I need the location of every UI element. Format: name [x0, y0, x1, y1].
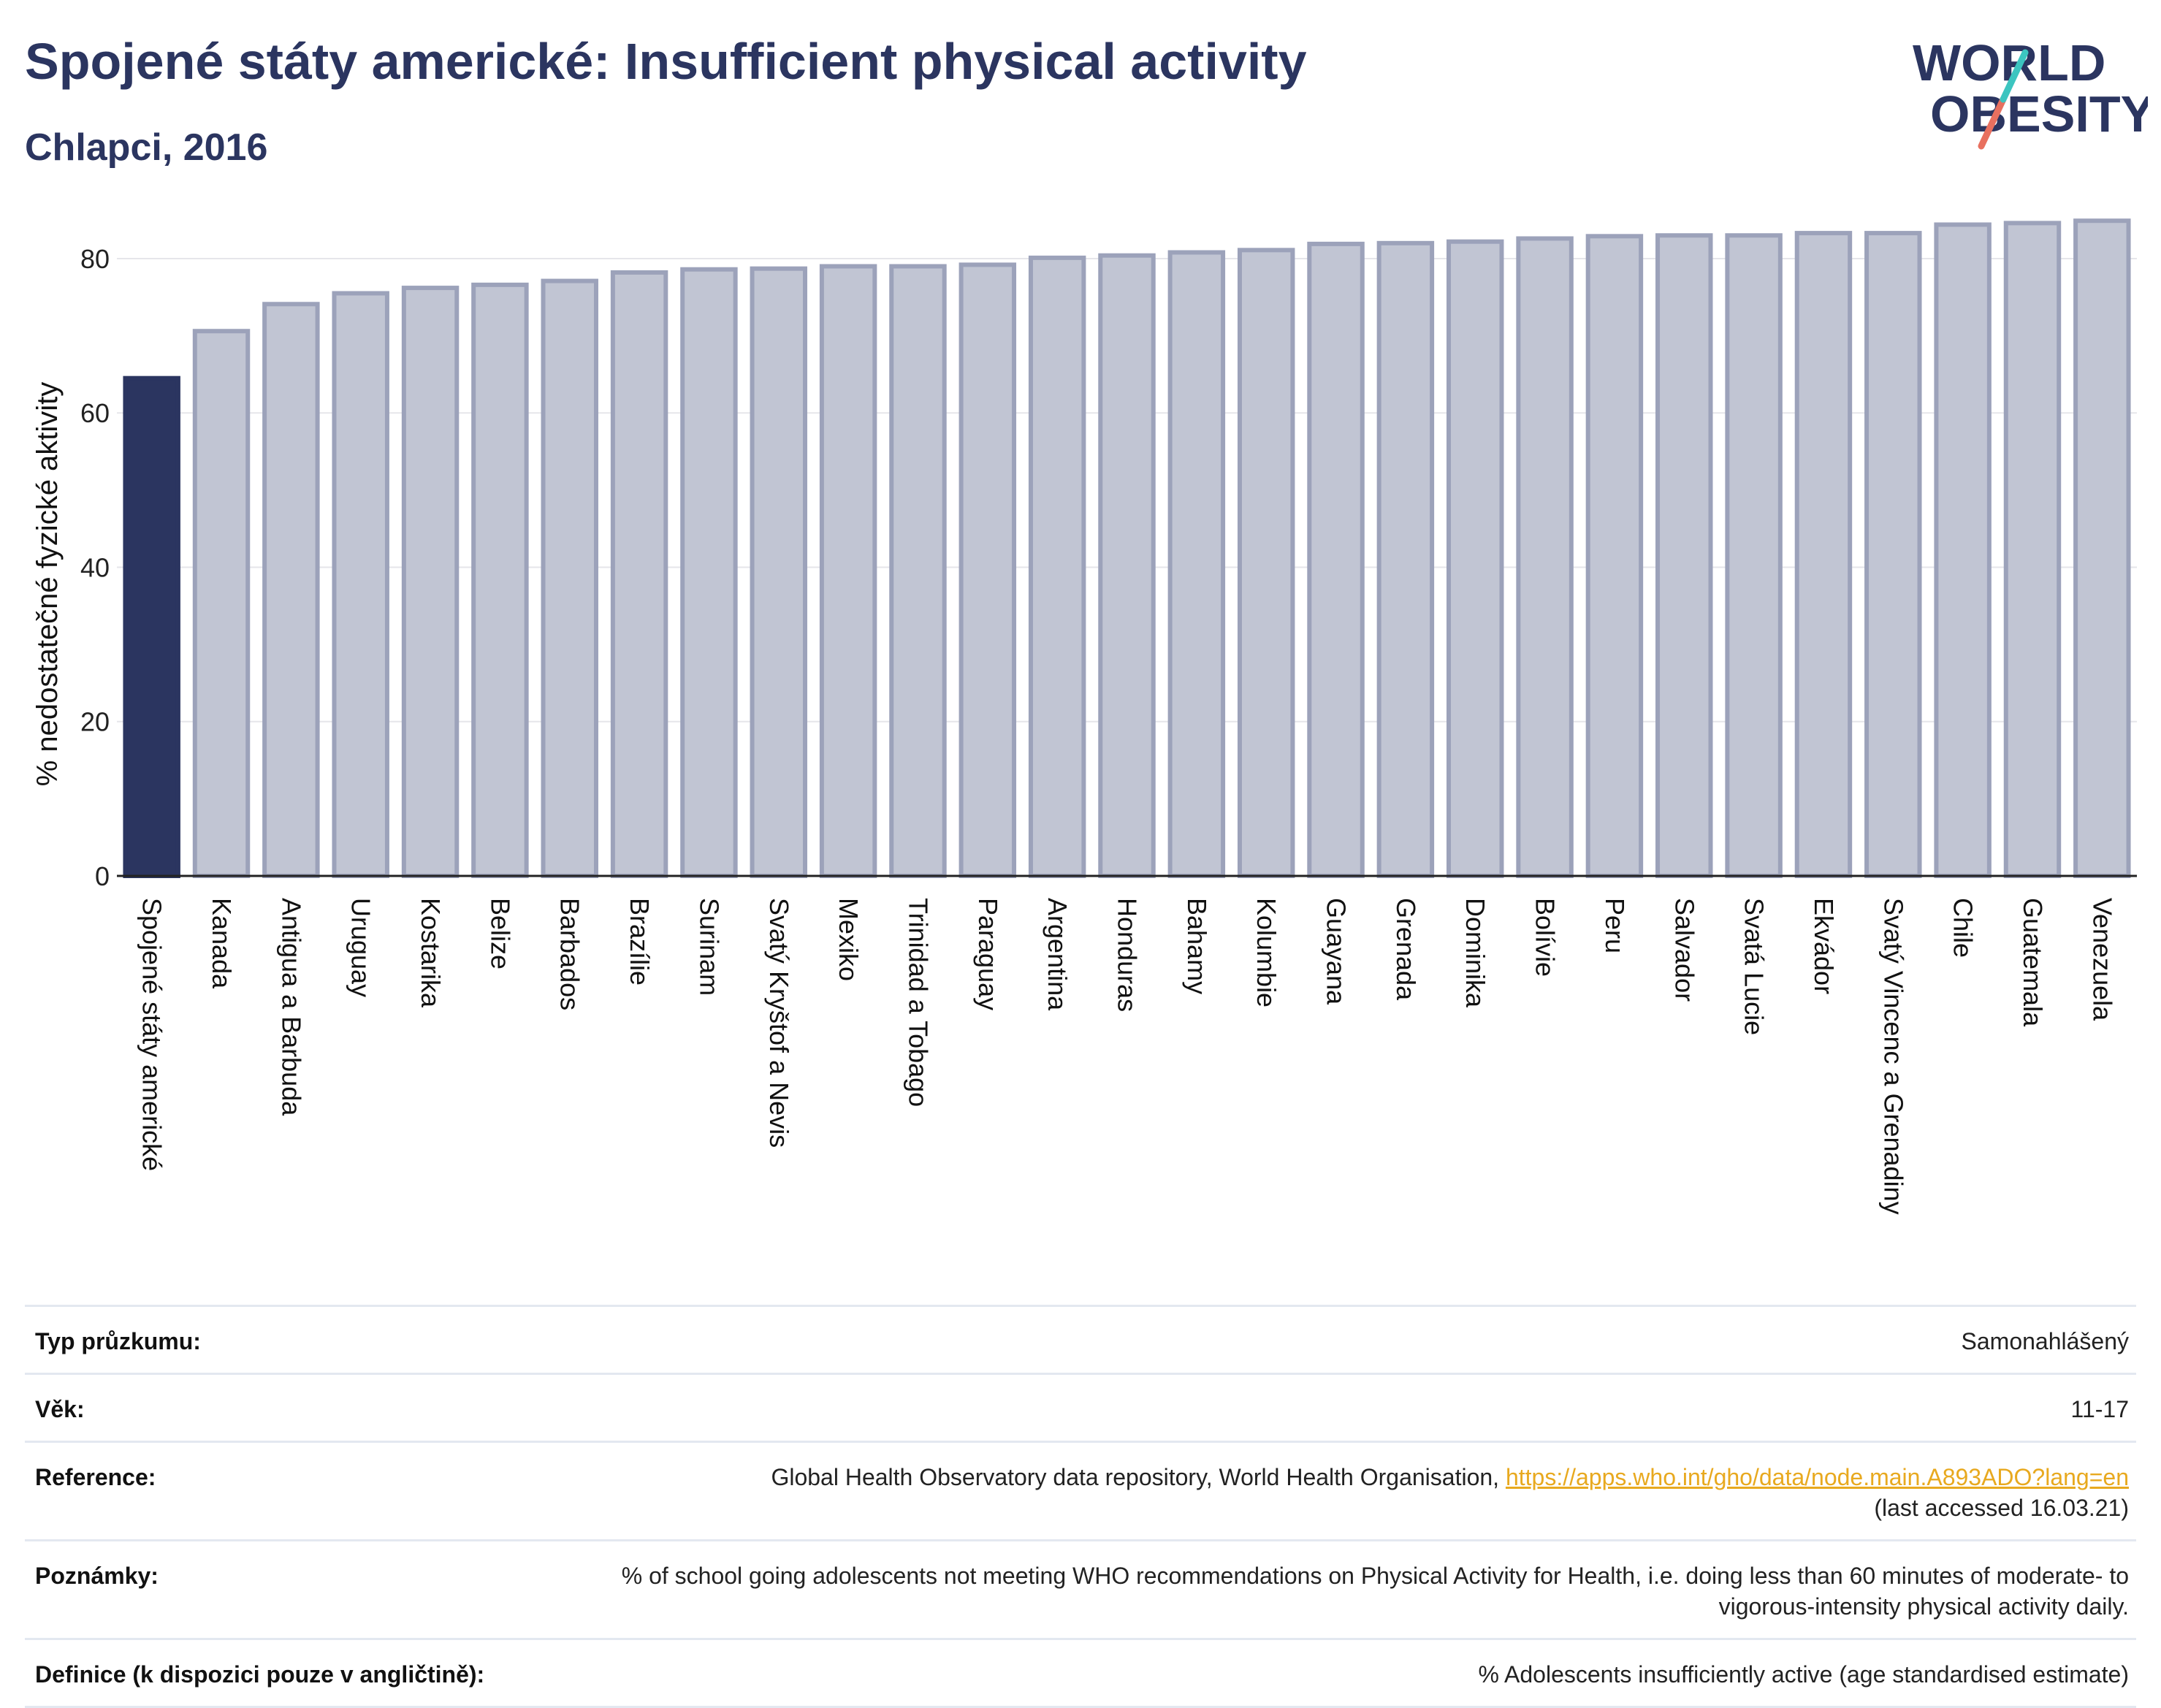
bar [1655, 233, 1713, 878]
info-row-age: Věk: 11-17 [25, 1373, 2136, 1441]
x-tick-label: Bolívie [1531, 898, 1560, 977]
x-tick-label: Kostarika [416, 898, 446, 1008]
bar [1098, 253, 1156, 879]
x-tick-label: Kanada [207, 898, 237, 989]
bar [1446, 239, 1504, 879]
info-table: Typ průzkumu: Samonahlášený Věk: 11-17 R… [25, 1305, 2136, 1708]
bar [2073, 218, 2131, 879]
x-tick-label: Ekvádor [1809, 898, 1839, 994]
info-label: Reference: [35, 1464, 156, 1490]
x-tick-label: Peru [1600, 898, 1630, 953]
x-tick-label: Svatý Vincenc a Grenadiny [1878, 898, 1908, 1215]
bar [819, 264, 877, 878]
x-tick-label: Belize [485, 898, 515, 969]
bar [123, 375, 180, 878]
x-tick-label: Guatemala [2018, 898, 2048, 1027]
info-value: Global Health Observatory data repositor… [771, 1462, 2129, 1523]
x-tick-label: Spojené státy americké [137, 898, 167, 1171]
info-label: Poznámky: [35, 1563, 159, 1589]
y-tick-label: 20 [80, 707, 110, 737]
info-row-definition: Definice (k dispozici pouze v angličtině… [25, 1638, 2136, 1708]
bar [1585, 234, 1644, 878]
info-label: Definice (k dispozici pouze v angličtině… [35, 1661, 485, 1688]
y-tick-label: 0 [95, 861, 110, 891]
world-obesity-logo: WORLD OBESITY [1913, 34, 2148, 150]
bar [1725, 233, 1783, 878]
x-tick-label: Svatá Lucie [1739, 898, 1769, 1035]
bar [1516, 236, 1574, 878]
bar-chart: 0 20 40 60 80 Spojené státy americké Kanada Ant… [31, 218, 2137, 1215]
bar [680, 267, 738, 879]
bar [2003, 221, 2062, 878]
bar [1376, 240, 1435, 878]
bar [958, 262, 1017, 878]
info-row-notes: Poznámky: % of school going adolescents … [25, 1539, 2136, 1638]
logo-line2: OBESITY [1930, 85, 2148, 142]
y-axis-label: % nedostatečné fyzické aktivity [31, 382, 64, 787]
bar [332, 291, 389, 879]
x-tick-label: Bahamy [1182, 898, 1212, 994]
bar [1864, 231, 1922, 878]
x-tick-label: Paraguay [973, 898, 1003, 1010]
bar [401, 286, 460, 878]
x-tick-label: Brazílie [625, 898, 655, 985]
info-label: Typ průzkumu: [35, 1328, 201, 1354]
info-label: Věk: [35, 1396, 85, 1422]
x-tick-label: Venezuela [2087, 898, 2117, 1021]
x-tick-label: Chile [1948, 898, 1978, 958]
bar [1934, 222, 1992, 878]
info-value: % Adolescents insufficiently active (age… [1478, 1661, 2129, 1688]
x-tick-label: Salvador [1669, 898, 1699, 1002]
y-tick-label: 80 [80, 244, 110, 274]
x-tick-label: Mexiko [834, 898, 864, 981]
x-tick-label: Trinidad a Tobago [903, 898, 933, 1107]
reference-accessed: (last accessed 16.03.21) [1874, 1495, 2129, 1521]
reference-link[interactable]: https://apps.who.int/gho/data/node.main.… [1505, 1464, 2129, 1490]
x-tick-label: Kolumbie [1251, 898, 1281, 1007]
bar [750, 266, 808, 879]
bar [262, 302, 320, 878]
info-value: % of school going adolescents not meetin… [621, 1563, 2129, 1620]
chart-subtitle: Chlapci, 2016 [25, 126, 268, 169]
x-tick-label: Antigua a Barbuda [276, 898, 306, 1116]
x-tick-label: Surinam [694, 898, 724, 996]
y-tick-label: 40 [80, 552, 110, 582]
bar [1237, 248, 1295, 878]
x-tick-label: Svatý Kryštof a Nevis [764, 898, 794, 1148]
bar [1794, 231, 1853, 878]
x-tick-label: Argentina [1043, 898, 1072, 1011]
bar [1167, 250, 1226, 878]
bar [1307, 241, 1365, 878]
bar [889, 264, 947, 878]
x-tick-label: Barbados [555, 898, 585, 1010]
x-tick-label: Honduras [1113, 898, 1143, 1012]
y-tick-label: 60 [80, 398, 110, 428]
reference-text: Global Health Observatory data repositor… [771, 1464, 1506, 1490]
x-tick-label: Uruguay [346, 898, 376, 997]
info-row-survey: Typ průzkumu: Samonahlášený [25, 1305, 2136, 1373]
info-row-reference: Reference: Global Health Observatory dat… [25, 1441, 2136, 1539]
bar [541, 278, 598, 878]
bar [1028, 255, 1086, 878]
bar [610, 270, 668, 879]
bar [471, 282, 529, 878]
bar [192, 329, 251, 879]
info-value: Samonahlášený [1961, 1328, 2129, 1354]
x-tick-label: Grenada [1391, 898, 1421, 1001]
x-tick-label: Dominika [1460, 898, 1490, 1008]
chart-title: Spojené státy americké: Insufficient phy… [25, 33, 1307, 90]
x-tick-label: Guayana [1322, 898, 1352, 1005]
info-value: 11-17 [2070, 1396, 2129, 1422]
